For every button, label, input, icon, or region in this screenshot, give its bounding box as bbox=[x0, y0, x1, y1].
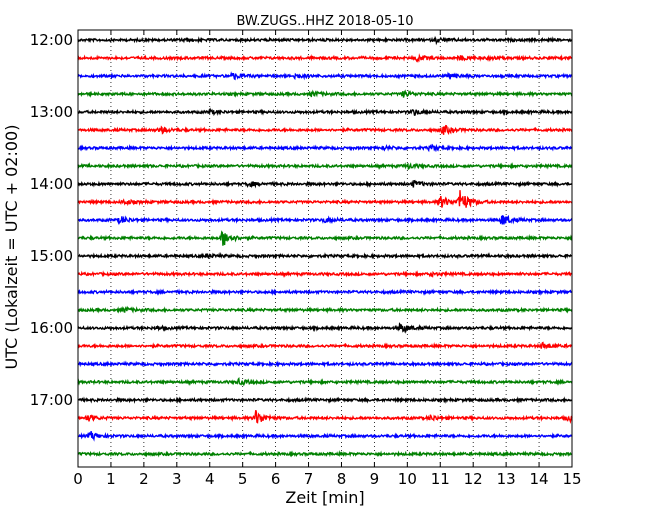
seismogram-trace bbox=[77, 190, 573, 208]
x-tick-label: 2 bbox=[139, 470, 149, 488]
chart-title: BW.ZUGS..HHZ 2018-05-10 bbox=[236, 14, 413, 29]
y-tick-label: 12:00 bbox=[30, 31, 73, 49]
seismogram-trace bbox=[77, 251, 573, 260]
x-tick-label: 3 bbox=[172, 470, 182, 488]
x-tick-label: 0 bbox=[73, 470, 83, 488]
x-tick-label: 10 bbox=[398, 470, 417, 488]
seismogram-trace bbox=[77, 431, 573, 442]
y-tick-label: 16:00 bbox=[30, 319, 73, 337]
x-tick-label: 5 bbox=[238, 470, 248, 488]
seismogram-trace bbox=[77, 179, 573, 189]
x-tick-label: 1 bbox=[106, 470, 116, 488]
seismogram-trace bbox=[77, 214, 573, 226]
seismogram-trace bbox=[77, 143, 573, 153]
axis-ticks: 0 1 2 3 4 5 6 7 8 9 10 11 12 13 14 1512:0013:0014:0015:… bbox=[30, 30, 582, 488]
y-tick-label: 15:00 bbox=[30, 247, 73, 265]
plot-frame bbox=[77, 29, 573, 468]
x-tick-label: 6 bbox=[271, 470, 281, 488]
seismogram-trace bbox=[77, 35, 573, 46]
x-tick-label: 9 bbox=[370, 470, 380, 488]
x-axis-label: Zeit [min] bbox=[285, 488, 364, 507]
seismogram-trace bbox=[77, 396, 573, 404]
seismogram-trace bbox=[77, 53, 573, 63]
seismogram-trace bbox=[77, 270, 572, 278]
x-tick-label: 7 bbox=[304, 470, 314, 488]
seismogram-trace bbox=[77, 89, 573, 98]
x-tick-label: 8 bbox=[337, 470, 347, 488]
seismogram-trace bbox=[77, 305, 573, 314]
y-tick-label: 17:00 bbox=[30, 391, 73, 409]
seismogram-trace bbox=[77, 124, 573, 136]
seismogram-trace bbox=[77, 71, 573, 81]
y-tick-label: 13:00 bbox=[30, 103, 73, 121]
seismogram-trace bbox=[77, 107, 573, 117]
y-tick-label: 14:00 bbox=[30, 175, 73, 193]
seismogram-trace bbox=[77, 322, 573, 334]
seismogram-trace bbox=[77, 288, 573, 296]
seismogram-trace bbox=[77, 161, 573, 171]
seismogram-trace bbox=[77, 449, 573, 458]
y-axis-label: UTC (Lokalzeit = UTC + 02:00) bbox=[2, 125, 21, 370]
seismogram-trace bbox=[77, 341, 573, 350]
seismogram-trace bbox=[77, 410, 573, 425]
x-tick-label: 13 bbox=[497, 470, 516, 488]
seismogram-trace bbox=[77, 377, 573, 387]
x-tick-label: 11 bbox=[431, 470, 450, 488]
seismogram-traces bbox=[77, 35, 573, 458]
x-tick-label: 15 bbox=[562, 470, 581, 488]
x-tick-label: 4 bbox=[205, 470, 215, 488]
x-tick-label: 12 bbox=[464, 470, 483, 488]
x-tick-label: 14 bbox=[530, 470, 549, 488]
seismogram-trace bbox=[77, 360, 573, 368]
grid-lines bbox=[110, 30, 540, 467]
seismogram-trace bbox=[77, 230, 573, 246]
